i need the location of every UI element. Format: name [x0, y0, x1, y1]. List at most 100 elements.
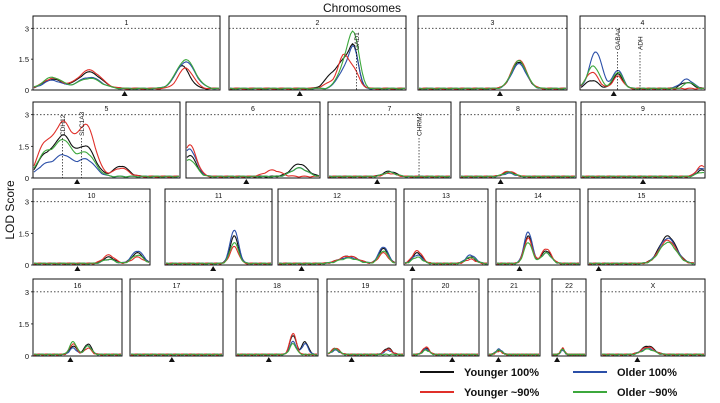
- lod-curve: [580, 71, 705, 90]
- chromosome-label: X: [651, 283, 656, 290]
- chromosome-panel-19: 19: [326, 278, 405, 362]
- lod-curve: [229, 53, 406, 90]
- legend-label: Older ~90%: [617, 387, 677, 399]
- centromere-marker: [496, 91, 503, 96]
- chromosome-panel-12: 12: [277, 188, 397, 271]
- chromosome-label: 14: [534, 193, 542, 200]
- chromosome-panel-5: 5 0 1.5 3 CDH12 SLC1A3: [19, 101, 181, 184]
- centromere-marker: [409, 266, 416, 271]
- lod-curve: [589, 241, 695, 265]
- chromosome-label: 22: [565, 283, 573, 290]
- lod-curve: [33, 340, 122, 356]
- lod-curve: [33, 254, 150, 265]
- lod-curve: [418, 62, 567, 90]
- panel-frame: [235, 278, 319, 357]
- chromosome-panel-11: 11: [164, 188, 273, 271]
- chromosome-panel-21: 21: [487, 278, 541, 362]
- lod-curve: [186, 154, 320, 178]
- chromosome-label: 17: [173, 283, 181, 290]
- chromosome-label: 8: [516, 106, 520, 113]
- chromosome-label: 20: [442, 283, 450, 290]
- panel-frame: [326, 278, 405, 357]
- chromosome-label: 11: [215, 193, 222, 200]
- lod-curve: [165, 245, 272, 265]
- lod-curve: [236, 342, 318, 356]
- lod-curve: [552, 348, 586, 356]
- chromosome-label: 21: [510, 283, 518, 290]
- gene-label: SLC1A3: [79, 111, 86, 136]
- centromere-marker: [210, 266, 217, 271]
- y-tick-label: 1.5: [19, 320, 29, 329]
- chromosome-panel-10: 10 0 1.5 3: [19, 188, 151, 271]
- y-tick-label: 1.5: [19, 55, 29, 64]
- y-tick-label: 0: [25, 174, 29, 183]
- panel-frame: [164, 188, 273, 266]
- panel-frame: [32, 101, 181, 179]
- gene-label: GAD1: [354, 32, 361, 50]
- centromere-marker: [265, 357, 272, 362]
- lod-curve: [488, 349, 540, 356]
- centromere-marker: [67, 357, 74, 362]
- y-axis-label: LOD Score: [3, 180, 17, 240]
- lod-curve: [186, 148, 320, 178]
- lod-curve: [496, 237, 580, 265]
- chromosome-panel-6: 6: [185, 101, 321, 184]
- panel-frame: [32, 278, 123, 357]
- panel-frame: [327, 101, 452, 179]
- centromere-marker: [449, 357, 456, 362]
- centromere-marker: [554, 357, 561, 362]
- centromere-marker: [497, 179, 504, 184]
- panel-frame: [228, 15, 407, 91]
- panel-frame: [129, 278, 224, 357]
- chromosome-label: 10: [88, 193, 96, 200]
- gene-label: ADH: [638, 36, 645, 50]
- panel-frame: [411, 278, 480, 357]
- lod-curve: [581, 171, 705, 178]
- chromosome-panel-14: 14: [495, 188, 581, 271]
- chromosome-panel-8: 8: [459, 101, 577, 184]
- lod-curve: [33, 65, 220, 90]
- chromosome-label: 1: [125, 20, 129, 27]
- lod-curve: [186, 159, 320, 178]
- legend-label: Older 100%: [617, 367, 677, 379]
- panel-frame: [495, 188, 581, 266]
- lod-curve: [236, 340, 318, 356]
- chromosome-label: 7: [388, 106, 392, 113]
- lod-curve: [165, 235, 272, 265]
- chromosome-label: 16: [74, 283, 82, 290]
- gene-label: CDH12: [60, 114, 67, 136]
- chromosome-panel-13: 13: [403, 188, 489, 271]
- lod-curve: [496, 242, 580, 265]
- lod-curve: [236, 335, 317, 356]
- panel-frame: [417, 15, 568, 91]
- centromere-marker: [495, 357, 502, 362]
- chromosome-label: 9: [641, 106, 645, 113]
- centromere-marker: [74, 266, 81, 271]
- lod-curve: [418, 59, 567, 90]
- lod-curve: [588, 237, 695, 265]
- lod-curve: [229, 45, 406, 90]
- lod-curve: [278, 246, 396, 265]
- chromosome-panel-18: 18: [235, 278, 319, 362]
- panel-frame: [185, 101, 321, 179]
- centromere-marker: [516, 266, 523, 271]
- chromosome-panel-9: 9: [580, 101, 706, 184]
- lod-curve: [33, 59, 220, 90]
- lod-curve: [33, 61, 220, 90]
- y-tick-label: 3: [25, 288, 29, 297]
- centromere-marker: [595, 266, 602, 271]
- lod-curve: [33, 139, 180, 178]
- lod-curve: [580, 65, 705, 90]
- lod-curve: [601, 348, 705, 356]
- panel-frame: [459, 101, 577, 179]
- lod-curve: [327, 348, 404, 356]
- gene-label: CHRM2: [417, 113, 424, 136]
- lod-curve: [588, 235, 695, 265]
- panel-frame: [587, 188, 696, 266]
- legend-label: Younger 100%: [464, 367, 539, 379]
- centromere-marker: [298, 266, 305, 271]
- lod-curve: [581, 165, 705, 178]
- panel-frame: [551, 278, 587, 357]
- y-tick-label: 3: [25, 198, 29, 207]
- chromosome-panel-3: 3: [417, 15, 568, 96]
